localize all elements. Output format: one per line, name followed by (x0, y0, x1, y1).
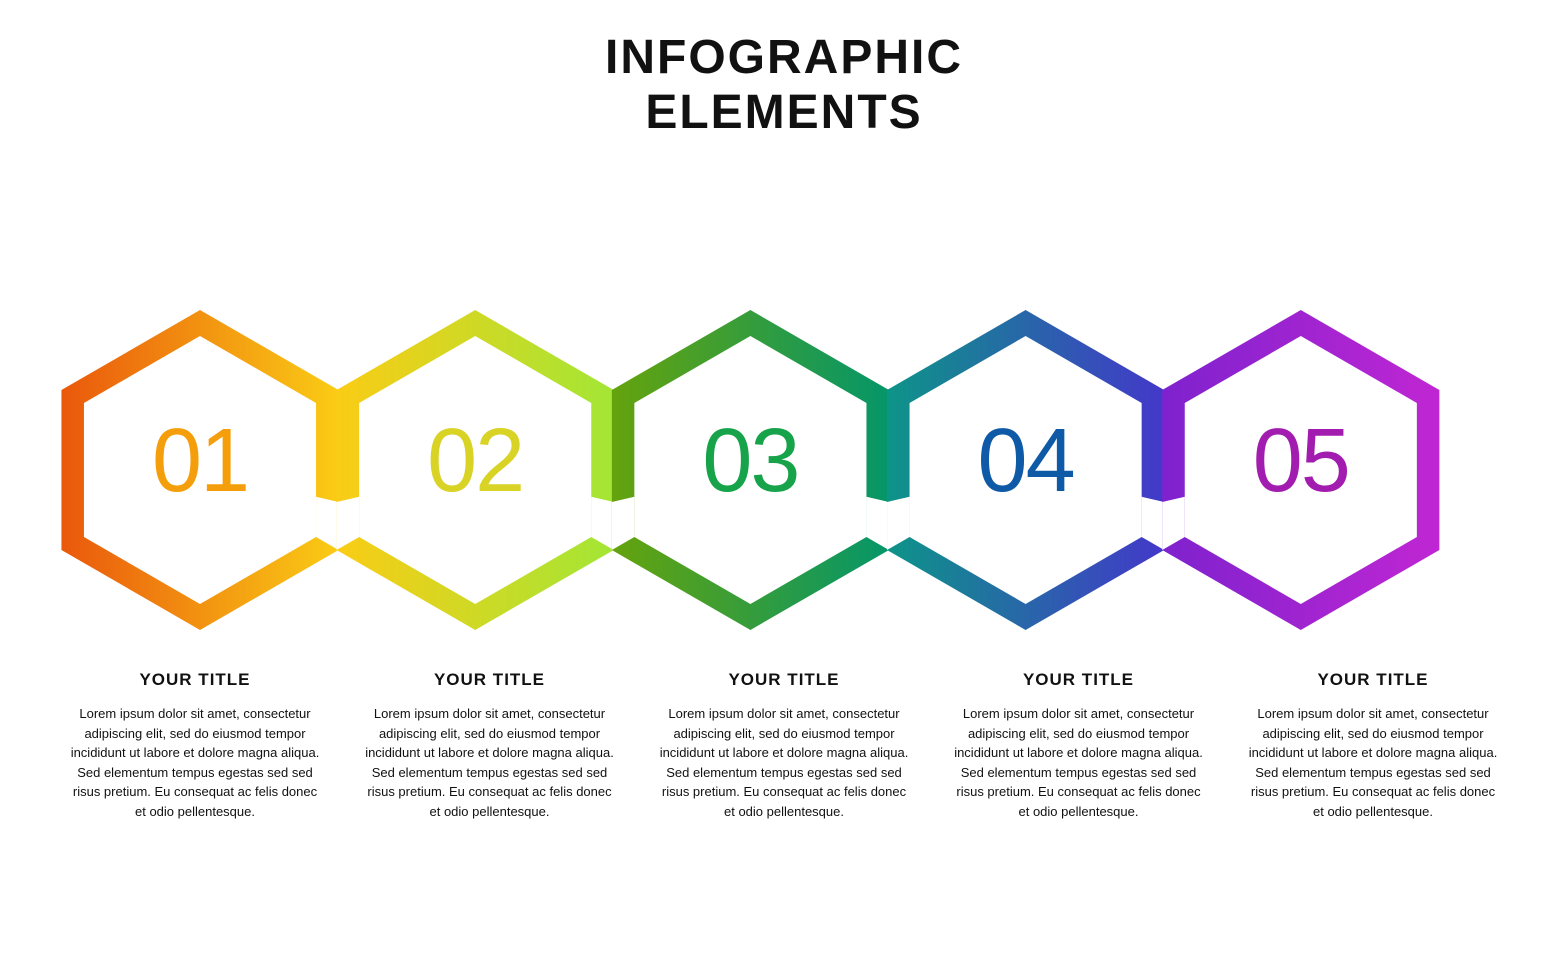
caption-title-2: YOUR TITLE (365, 670, 615, 690)
caption-2: YOUR TITLE Lorem ipsum dolor sit amet, co… (365, 670, 615, 821)
step-number-2: 02 (375, 410, 575, 513)
step-number-5: 05 (1201, 410, 1401, 513)
hexagon-row: 01 02 03 04 05 (0, 280, 1568, 660)
title-line-2: ELEMENTS (0, 85, 1568, 140)
caption-1: YOUR TITLE Lorem ipsum dolor sit amet, co… (70, 670, 320, 821)
caption-body-4: Lorem ipsum dolor sit amet, consectetur … (954, 704, 1204, 821)
caption-4: YOUR TITLE Lorem ipsum dolor sit amet, co… (954, 670, 1204, 821)
caption-3: YOUR TITLE Lorem ipsum dolor sit amet, co… (659, 670, 909, 821)
caption-body-5: Lorem ipsum dolor sit amet, consectetur … (1248, 704, 1498, 821)
main-title: INFOGRAPHIC ELEMENTS (0, 0, 1568, 140)
title-line-1: INFOGRAPHIC (0, 30, 1568, 85)
caption-5: YOUR TITLE Lorem ipsum dolor sit amet, co… (1248, 670, 1498, 821)
caption-body-3: Lorem ipsum dolor sit amet, consectetur … (659, 704, 909, 821)
caption-body-2: Lorem ipsum dolor sit amet, consectetur … (365, 704, 615, 821)
caption-title-4: YOUR TITLE (954, 670, 1204, 690)
caption-title-1: YOUR TITLE (70, 670, 320, 690)
step-number-1: 01 (100, 410, 300, 513)
caption-title-5: YOUR TITLE (1248, 670, 1498, 690)
step-number-3: 03 (650, 410, 850, 513)
captions-row: YOUR TITLE Lorem ipsum dolor sit amet, co… (0, 670, 1568, 821)
caption-body-1: Lorem ipsum dolor sit amet, consectetur … (70, 704, 320, 821)
step-number-4: 04 (926, 410, 1126, 513)
caption-title-3: YOUR TITLE (659, 670, 909, 690)
